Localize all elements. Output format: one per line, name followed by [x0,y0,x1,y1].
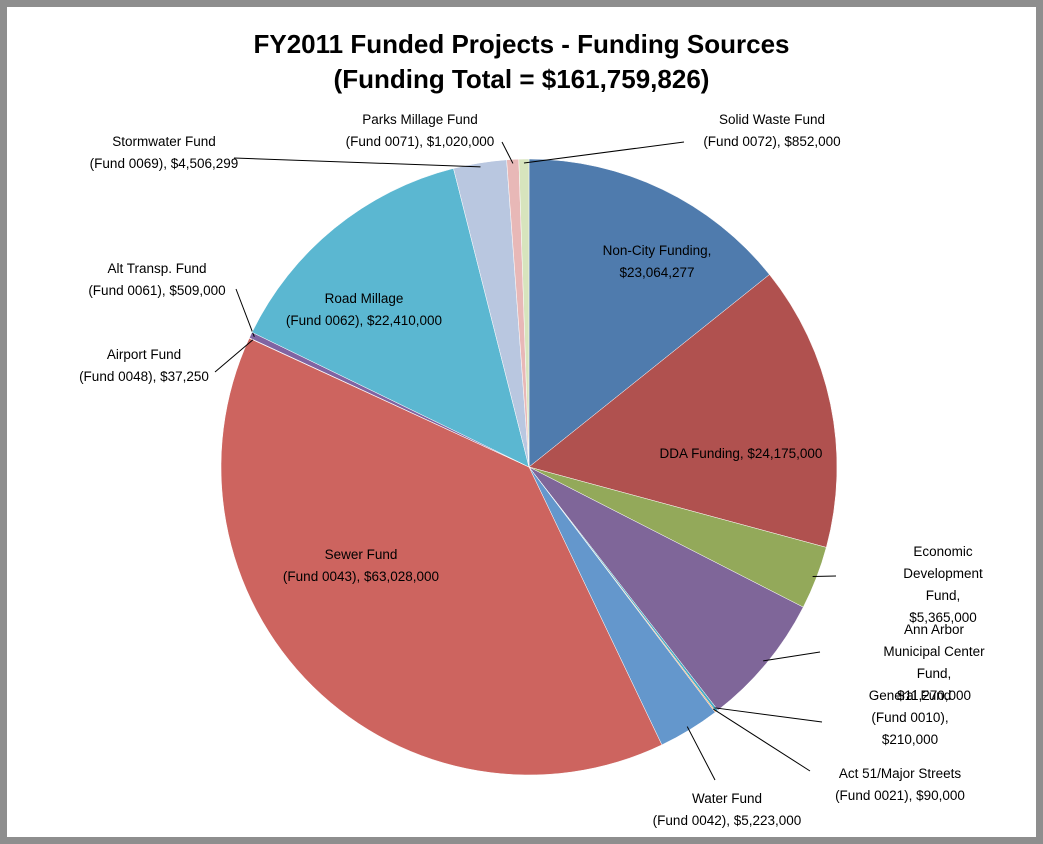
slice-value-label: $210,000 [881,732,939,747]
leader-line [214,339,254,373]
slice-value-label: $1,020,000 [426,134,495,149]
slice-label: DDA Funding, $24,175,000 [660,443,823,465]
slice-category: Water Fund (Fund 0042), [652,791,763,828]
slice-value-label: $509,000 [169,283,226,298]
slice-value-label: $4,506,299 [170,156,239,171]
slice-value-label: $5,223,000 [733,813,802,828]
slice-label: Road Millage (Fund 0062), $22,410,000 [286,288,442,332]
slice-label: Non-City Funding, $23,064,277 [603,240,712,284]
pie-slice [220,337,663,776]
slice-label: Airport Fund (Fund 0048), $37,250 [79,344,209,388]
slice-value-label: $852,000 [784,134,841,149]
slice-category: Non-City Funding, [602,243,712,258]
pie-slice [518,158,530,468]
slice-category: Ann Arbor Municipal Center Fund, [883,622,985,681]
slice-category: Economic Development Fund, [903,544,983,603]
slice-label: General Fund (Fund 0010), $210,000 [847,685,973,751]
slice-category: Stormwater Fund (Fund 0069), [89,134,216,171]
slice-category: Act 51/Major Streets (Fund 0021), [835,766,962,803]
pie-slice [528,274,838,548]
slice-category: Solid Waste Fund (Fund 0072), [703,112,826,149]
slice-label: Act 51/Major Streets (Fund 0021), $90,00… [835,763,965,807]
pie-slice [251,168,530,468]
slice-category: Road Millage (Fund 0062), [285,291,404,328]
leader-line [523,141,685,164]
slice-category: Airport Fund (Fund 0048), [79,347,182,384]
slice-label: Alt Transp. Fund (Fund 0061), $509,000 [88,258,225,302]
slice-label: Economic Development Fund, $5,365,000 [897,541,990,629]
slice-value-label: $37,250 [160,369,209,384]
slice-category: Parks Millage Fund (Fund 0071), [345,112,478,149]
slice-label: Ann Arbor Municipal Center Fund, $11,270… [883,619,985,707]
slice-value-label: $11,270,000 [896,688,972,703]
leader-line [714,707,823,723]
chart-subtitle: (Funding Total = $161,759,826) [333,64,710,94]
chart-title: FY2011 Funded Projects - Funding Sources [253,29,790,59]
leader-line [501,141,514,164]
slice-label: Sewer Fund (Fund 0043), $63,028,000 [283,544,439,588]
slice-label: Parks Millage Fund (Fund 0071), $1,020,0… [346,109,495,153]
slice-value-label: $24,175,000 [747,446,823,461]
slice-category: Alt Transp. Fund (Fund 0061), [88,261,207,298]
slice-category: General Fund (Fund 0010), [868,688,952,725]
slice-category: DDA Funding, [659,446,744,461]
slice-value-label: $22,410,000 [366,313,443,328]
pie-slice [528,466,804,711]
slice-value-label: $23,064,277 [619,265,695,280]
slice-value-label: $5,365,000 [909,610,977,625]
leader-line [233,157,481,168]
slice-label: Stormwater Fund (Fund 0069), $4,506,299 [90,131,239,175]
slice-label: Water Fund (Fund 0042), $5,223,000 [653,788,802,832]
slice-label: Solid Waste Fund (Fund 0072), $852,000 [703,109,840,153]
pie-slice [528,158,770,468]
slice-category: Sewer Fund (Fund 0043), [282,547,398,584]
leader-line [763,651,821,662]
slice-value-label: $90,000 [916,788,965,803]
leader-line [235,288,255,337]
leader-line [712,708,811,772]
leader-line [686,726,716,781]
slice-value-label: $63,028,000 [363,569,440,584]
